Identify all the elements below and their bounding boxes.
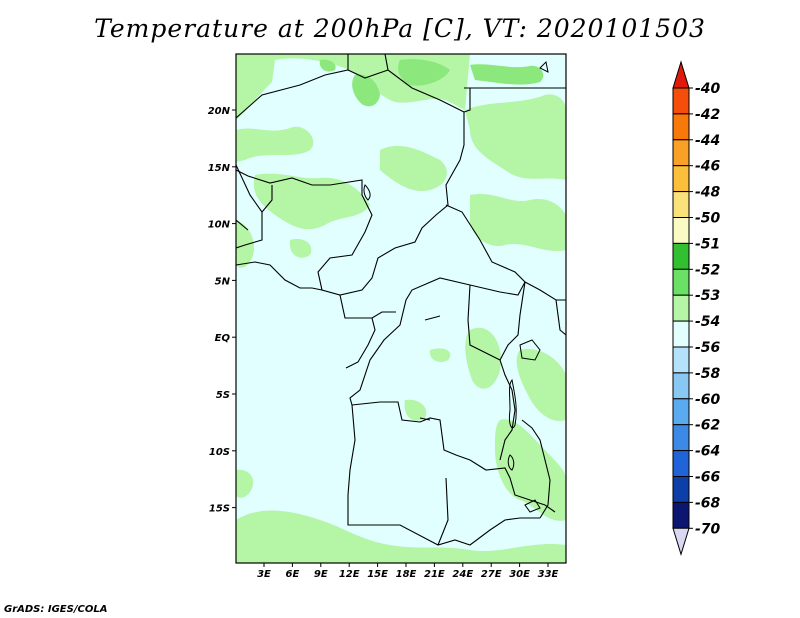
- latitude-ticks: 20N 15N 10N 5N EQ 5S 10S 15S: [208, 106, 236, 515]
- colorbar-segment: [672, 87, 690, 115]
- colorbar-label: -56: [695, 340, 721, 356]
- colorbar-label: -50: [695, 211, 721, 227]
- lat-tick-label: 5S: [216, 390, 230, 401]
- lon-tick-label: 18E: [396, 569, 417, 580]
- colorbar-segment: [672, 346, 690, 374]
- colorbar-segment: [672, 191, 690, 219]
- lon-tick-label: 33E: [538, 569, 559, 580]
- colorbar-segment: [672, 398, 690, 426]
- colorbar-label: -64: [695, 444, 720, 460]
- lon-tick-label: 12E: [339, 569, 360, 580]
- colorbar-segment: [672, 165, 690, 193]
- colorbar-segment: [672, 217, 690, 244]
- colorbar-label: -44: [695, 133, 720, 149]
- longitude-ticks: 3E 6E 9E 12E 15E 18E 21E 24E 27E 30E 33E: [257, 563, 559, 580]
- colorbar-label: -51: [695, 236, 720, 252]
- colorbar-label: -48: [695, 185, 721, 201]
- colorbar-segment: [672, 268, 690, 296]
- map-area: [236, 54, 566, 563]
- lon-tick-label: 9E: [314, 569, 328, 580]
- colorbar-segment: [672, 242, 690, 270]
- colorbar-segment: [672, 450, 690, 478]
- lakes: [363, 60, 549, 513]
- lat-tick-label: 15S: [209, 504, 230, 515]
- colorbar-label: -66: [695, 470, 721, 486]
- colorbar-segment: [672, 501, 690, 529]
- lon-tick-label: 3E: [257, 569, 271, 580]
- colorbar-segment: [672, 320, 690, 348]
- colorbar: -40 -42 -44 -46 -48 -50 -51 -52 -53 -54 -56 -58 -60 -…: [672, 60, 721, 557]
- colorbar-label: -62: [695, 418, 720, 434]
- colorbar-label: -70: [695, 521, 721, 537]
- credit-label: GrADS: IGES/COLA: [4, 604, 108, 615]
- lon-tick-label: 21E: [424, 569, 445, 580]
- colorbar-label: -40: [695, 81, 721, 97]
- lon-tick-label: 6E: [286, 569, 300, 580]
- country-boundaries: [236, 54, 566, 546]
- colorbar-segment: [672, 476, 690, 503]
- map-frame: [235, 53, 567, 564]
- colorbar-label: -60: [695, 392, 721, 408]
- lon-tick-label: 15E: [367, 569, 388, 580]
- colorbar-segment: [672, 139, 690, 167]
- colorbar-bottom-arrow: [672, 527, 690, 557]
- lat-tick-label: 15N: [208, 163, 231, 174]
- lat-tick-label: 10N: [208, 220, 231, 231]
- colorbar-label: -42: [695, 107, 720, 123]
- lat-tick-label: EQ: [215, 333, 231, 344]
- colorbar-segment: [672, 424, 690, 452]
- lat-tick-label: 5N: [215, 276, 231, 287]
- colorbar-top-arrow: [672, 60, 690, 89]
- colorbar-segment: [672, 294, 690, 322]
- colorbar-segment: [672, 372, 690, 400]
- lat-tick-label: 20N: [208, 106, 231, 117]
- lon-tick-label: 30E: [509, 569, 530, 580]
- field-green: [319, 59, 544, 107]
- lat-tick-label: 10S: [209, 447, 230, 458]
- lon-tick-label: 27E: [481, 569, 502, 580]
- colorbar-label: -53: [695, 288, 720, 304]
- lon-tick-label: 24E: [452, 569, 473, 580]
- colorbar-label: -46: [695, 159, 721, 175]
- colorbar-segment: [672, 113, 690, 141]
- chart-title: Temperature at 200hPa [C], VT: 202010150…: [94, 14, 706, 43]
- colorbar-label: -58: [695, 366, 721, 382]
- colorbar-label: -52: [695, 262, 720, 278]
- colorbar-label: -54: [695, 314, 720, 330]
- colorbar-label: -68: [695, 495, 721, 511]
